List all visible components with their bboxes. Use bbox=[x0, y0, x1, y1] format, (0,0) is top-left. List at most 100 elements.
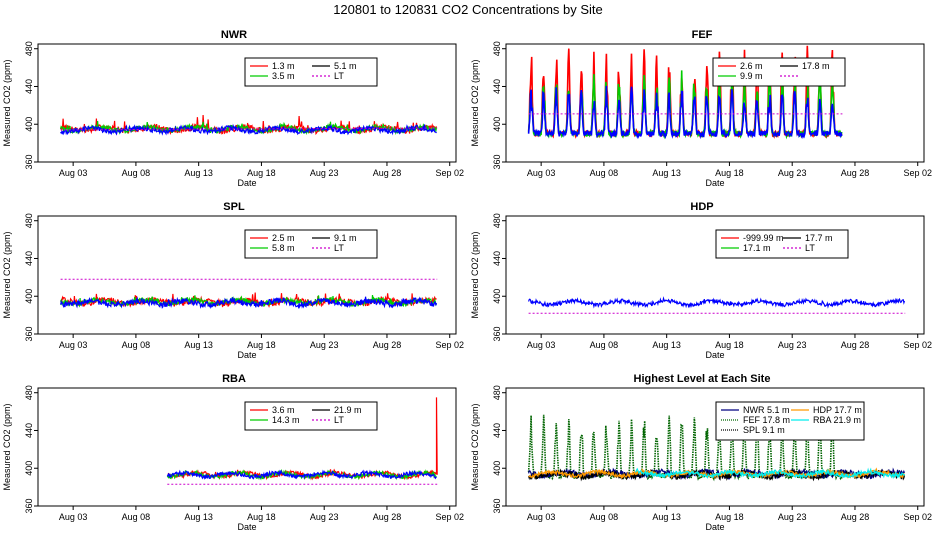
x-tick-label: Aug 23 bbox=[310, 168, 339, 178]
x-tick-label: Aug 18 bbox=[247, 340, 276, 350]
plot-frame bbox=[37, 387, 457, 507]
x-tick-label: Aug 08 bbox=[122, 512, 151, 522]
legend: -999.99 m 17.7 m 17.1 m LT bbox=[715, 229, 849, 259]
x-tick-label: Aug 08 bbox=[590, 512, 619, 522]
chart-title: HDP bbox=[690, 201, 713, 213]
legend-label: 21.9 m bbox=[334, 405, 362, 415]
y-axis-label: Measured CO2 (ppm) bbox=[2, 403, 12, 490]
legend-label: 5.1 m bbox=[334, 61, 357, 71]
x-tick-label: Sep 02 bbox=[903, 512, 932, 522]
legend-label: SPL 9.1 m bbox=[743, 425, 785, 435]
legend-box bbox=[244, 401, 378, 431]
x-tick-label: Aug 18 bbox=[715, 512, 744, 522]
chart-title: SPL bbox=[223, 201, 245, 213]
x-tick-label: Aug 23 bbox=[778, 512, 807, 522]
x-tick-label: Aug 13 bbox=[184, 168, 213, 178]
legend: 2.6 m 17.8 m 9.9 m bbox=[712, 57, 846, 87]
panel-hdp: HDP 360 400 440 480 Measured CO2 (ppm) Aug 03 A… bbox=[470, 201, 932, 360]
series-line bbox=[60, 127, 438, 131]
plot-frame bbox=[37, 215, 457, 335]
plot-area bbox=[527, 45, 843, 140]
legend-box bbox=[244, 229, 378, 259]
legend-label: 17.7 m bbox=[805, 233, 833, 243]
legend-box bbox=[715, 401, 865, 441]
y-axis-label: Measured CO2 (ppm) bbox=[470, 403, 480, 490]
x-tick-label: Sep 02 bbox=[435, 512, 464, 522]
y-tick-label: 440 bbox=[492, 79, 502, 94]
legend-label: 14.3 m bbox=[272, 415, 300, 425]
y-tick-label: 360 bbox=[492, 326, 502, 341]
x-tick-label: Aug 13 bbox=[184, 512, 213, 522]
panel-nwr: NWR 360 400 440 480 Measured CO2 (ppm) Aug 03 A… bbox=[2, 29, 464, 188]
y-tick-label: 440 bbox=[24, 79, 34, 94]
panel-fef: FEF 360 400 440 480 Measured CO2 (ppm) Aug 03 A… bbox=[470, 29, 932, 188]
x-axis-label: Date bbox=[237, 350, 256, 360]
y-tick-label: 480 bbox=[492, 41, 502, 56]
x-tick-label: Sep 02 bbox=[903, 168, 932, 178]
legend-label: 9.9 m bbox=[740, 71, 763, 81]
x-axis-label: Date bbox=[237, 178, 256, 188]
legend-label: LT bbox=[334, 243, 344, 253]
x-tick-label: Aug 23 bbox=[778, 168, 807, 178]
legend-label: 2.6 m bbox=[740, 61, 763, 71]
chart-title: Highest Level at Each Site bbox=[634, 373, 771, 385]
x-tick-label: Aug 28 bbox=[841, 340, 870, 350]
plot-frame bbox=[505, 387, 925, 507]
y-tick-label: 360 bbox=[492, 498, 502, 513]
x-tick-label: Sep 02 bbox=[435, 168, 464, 178]
y-axis-label: Measured CO2 (ppm) bbox=[2, 59, 12, 146]
legend-label: 5.8 m bbox=[272, 243, 295, 253]
chart-title: FEF bbox=[692, 29, 713, 41]
y-tick-label: 480 bbox=[24, 41, 34, 56]
x-tick-label: Aug 03 bbox=[59, 340, 88, 350]
x-tick-label: Sep 02 bbox=[435, 340, 464, 350]
plot-frame bbox=[505, 43, 925, 163]
legend-label: LT bbox=[334, 415, 344, 425]
x-tick-label: Aug 08 bbox=[590, 340, 619, 350]
y-axis-label: Measured CO2 (ppm) bbox=[2, 231, 12, 318]
y-tick-label: 400 bbox=[24, 461, 34, 476]
x-tick-label: Aug 03 bbox=[527, 168, 556, 178]
x-tick-label: Aug 08 bbox=[590, 168, 619, 178]
x-tick-label: Aug 28 bbox=[841, 512, 870, 522]
x-tick-label: Aug 03 bbox=[59, 512, 88, 522]
x-tick-label: Aug 28 bbox=[373, 340, 402, 350]
series-line bbox=[634, 467, 906, 480]
plot-frame bbox=[37, 43, 457, 163]
plot-area bbox=[528, 296, 906, 314]
x-tick-label: Aug 03 bbox=[527, 340, 556, 350]
plot-area bbox=[527, 411, 906, 482]
legend-label: -999.99 m bbox=[743, 233, 784, 243]
legend: 3.6 m 21.9 m 14.3 m LT bbox=[244, 401, 378, 431]
x-tick-label: Aug 18 bbox=[247, 168, 276, 178]
x-tick-label: Aug 03 bbox=[527, 512, 556, 522]
y-axis-label: Measured CO2 (ppm) bbox=[470, 231, 480, 318]
legend-label: 17.1 m bbox=[743, 243, 771, 253]
x-tick-label: Aug 18 bbox=[247, 512, 276, 522]
legend-label: 2.5 m bbox=[272, 233, 295, 243]
series-line bbox=[166, 469, 437, 480]
y-tick-label: 480 bbox=[24, 385, 34, 400]
y-tick-label: 400 bbox=[492, 289, 502, 304]
x-tick-label: Aug 03 bbox=[59, 168, 88, 178]
legend-label: NWR 5.1 m bbox=[743, 405, 790, 415]
y-tick-label: 480 bbox=[492, 213, 502, 228]
y-tick-label: 440 bbox=[492, 423, 502, 438]
legend-label: RBA 21.9 m bbox=[813, 415, 861, 425]
series-line bbox=[527, 85, 843, 140]
chart-title: NWR bbox=[221, 29, 247, 41]
y-axis-label: Measured CO2 (ppm) bbox=[470, 59, 480, 146]
x-tick-label: Aug 18 bbox=[715, 340, 744, 350]
x-tick-label: Aug 13 bbox=[652, 168, 681, 178]
legend: 1.3 m 5.1 m 3.5 m LT bbox=[244, 57, 378, 87]
legend-box bbox=[715, 229, 849, 259]
plot-frame bbox=[505, 215, 925, 335]
panel-rba: RBA 360 400 440 480 Measured CO2 (ppm) Aug 03 A… bbox=[2, 373, 464, 532]
panel-highest-level: Highest Level at Each Site 360 400 440 480 Me… bbox=[470, 373, 932, 532]
y-tick-label: 360 bbox=[24, 498, 34, 513]
legend-label: 17.8 m bbox=[802, 61, 830, 71]
legend-label: 3.6 m bbox=[272, 405, 295, 415]
y-tick-label: 480 bbox=[24, 213, 34, 228]
y-tick-label: 400 bbox=[492, 117, 502, 132]
x-tick-label: Aug 13 bbox=[652, 512, 681, 522]
